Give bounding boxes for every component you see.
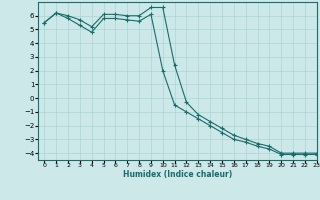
X-axis label: Humidex (Indice chaleur): Humidex (Indice chaleur) (123, 170, 232, 179)
